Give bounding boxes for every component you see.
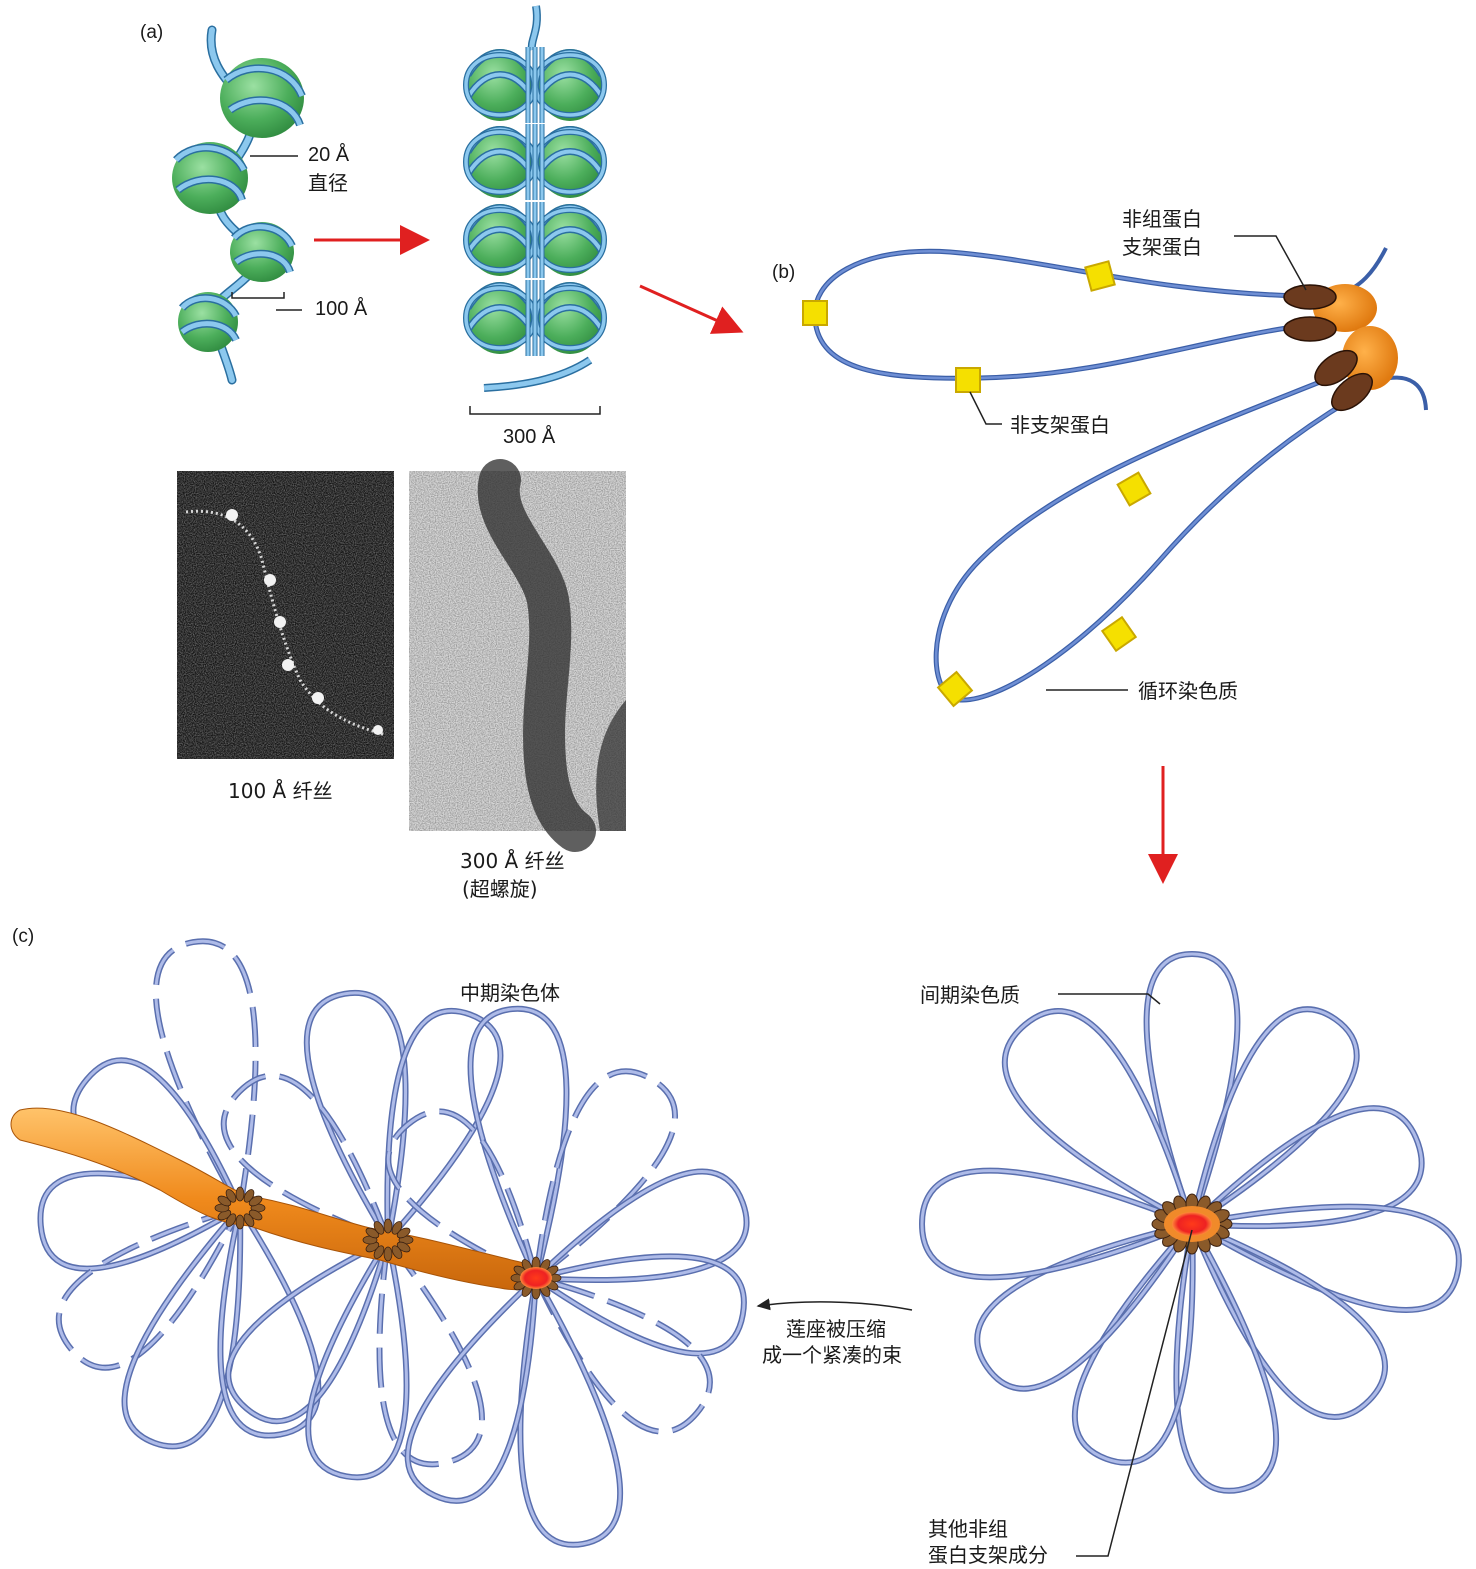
interphase-rosette [918, 950, 1462, 1494]
label-metaphase: 中期染色体 [460, 981, 560, 1005]
label-diameter-value: 20 Å [308, 144, 350, 166]
chromatin-loop [303, 989, 409, 1242]
solenoid-fiber-300 [463, 5, 608, 392]
micrograph-100 [177, 471, 394, 759]
label-compress-line2: 成一个紧凑的束 [762, 1343, 902, 1367]
chromatin-loop [376, 1238, 485, 1468]
label-diameter-word: 直径 [308, 171, 348, 195]
label-compress-line1: 莲座被压缩 [786, 1317, 886, 1341]
chromatin-loop [121, 1206, 244, 1450]
leader-scaffold [1234, 235, 1307, 291]
caption-micro-100: 100 Å 纤丝 [228, 779, 333, 803]
scaffold-hub [214, 1186, 266, 1230]
nucleosome [533, 126, 608, 198]
chromatin-loop [305, 1238, 410, 1481]
label-scaffold-line2: 支架蛋白 [1122, 235, 1202, 259]
chromatin-loop [533, 1168, 750, 1284]
chromatin-loop [533, 1275, 713, 1435]
leader-nonscaffold [969, 391, 1002, 425]
chromatin-loop [918, 1167, 1194, 1281]
label-other-line1: 其他非组 [928, 1517, 1008, 1541]
panel-label-a: (a) [140, 22, 164, 43]
label-interphase: 间期染色质 [920, 983, 1020, 1007]
nucleosome [533, 282, 608, 354]
label-fiber-width: 300 Å [503, 426, 556, 448]
label-scaffold-line1: 非组蛋白 [1122, 207, 1202, 231]
nucleosome [463, 282, 538, 354]
chromatin-loop [1143, 950, 1241, 1225]
caption-micro-300-line1: 300 Å 纤丝 [460, 849, 565, 873]
nonscaffold-protein-markers [802, 260, 1152, 708]
label-bead-spacing: 100 Å [315, 298, 368, 320]
chromatin-loop [1189, 1221, 1388, 1420]
chromatin-loop [404, 1275, 539, 1504]
chromatin-loop [1189, 1006, 1360, 1227]
micrograph-300 [409, 459, 626, 852]
chromatin-loop [1071, 1222, 1196, 1466]
arrow-to-loops [639, 284, 744, 334]
nucleosome [220, 58, 306, 138]
chromatin-loop [384, 1007, 504, 1242]
nucleosome [463, 204, 538, 276]
scaffold-center [1151, 1193, 1233, 1255]
chromatin-loop [1173, 1222, 1280, 1494]
nucleosome [463, 49, 538, 121]
metaphase-chromosome [10, 938, 750, 1548]
nucleosome [178, 292, 240, 352]
chromatin-loop [1189, 1105, 1425, 1230]
chromatin-loop [385, 1108, 539, 1281]
bracket-bead-spacing [231, 292, 285, 299]
nucleosome-fiber-100 [172, 25, 306, 385]
label-looped: 循环染色质 [1138, 679, 1238, 703]
looped-chromatin [802, 247, 1428, 708]
chromatin-loop [1001, 1008, 1195, 1227]
nucleosome [230, 222, 296, 282]
chromatin-loop [225, 1237, 391, 1425]
nucleosome [533, 49, 608, 121]
panel-label-c: (c) [12, 926, 35, 947]
leader-other-scaffold [1076, 1229, 1193, 1557]
label-nonscaffold: 非支架蛋白 [1010, 413, 1110, 437]
chromatin-loop [217, 1206, 322, 1439]
centromere-core [520, 1267, 552, 1289]
scaffold-hub [362, 1218, 414, 1262]
chromatin-loop [974, 1221, 1195, 1392]
nucleosome [172, 142, 248, 214]
chromatin-loop [534, 1253, 747, 1357]
chromatin-loop [220, 1072, 391, 1243]
arrow-compress [756, 1298, 913, 1311]
panel-label-b: (b) [772, 262, 796, 283]
chromatin-loop [55, 1205, 243, 1371]
bracket-fiber-width [469, 406, 601, 415]
leader-interphase [1058, 993, 1161, 1005]
caption-micro-300-line2: (超螺旋) [462, 877, 538, 901]
nucleosome [463, 126, 538, 198]
label-other-line2: 蛋白支架成分 [928, 1543, 1048, 1567]
nucleosome [533, 204, 608, 276]
